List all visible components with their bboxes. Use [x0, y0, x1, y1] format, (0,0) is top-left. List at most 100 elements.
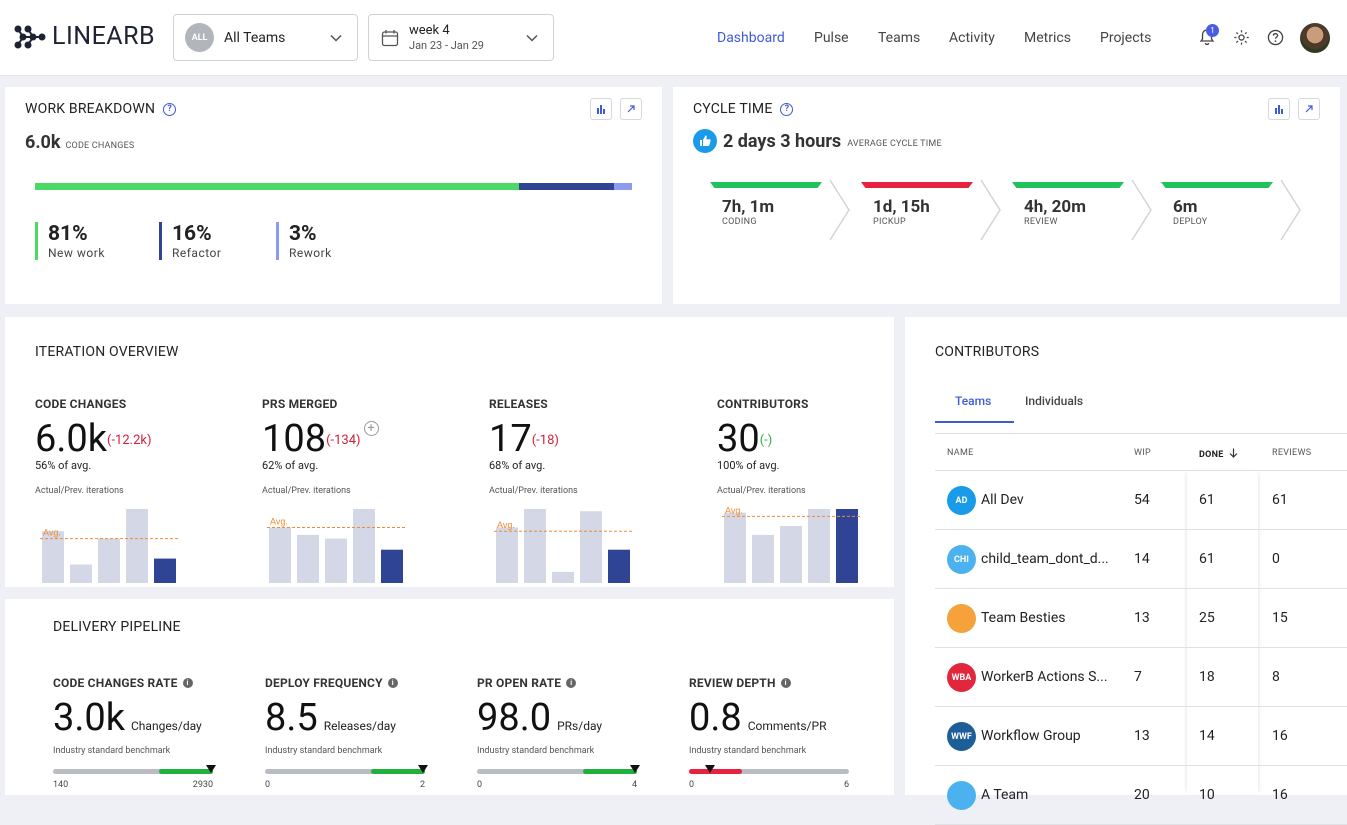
benchmark-marker-icon [704, 765, 715, 773]
iteration-bar[interactable] [524, 509, 546, 583]
team-name[interactable]: A Team [981, 787, 1029, 803]
benchmark-caption: Industry standard benchmark [477, 746, 595, 756]
iteration-mini-chart: Avg. [494, 509, 634, 584]
iteration-bar[interactable] [126, 509, 148, 583]
benchmark-bar [689, 765, 849, 774]
table-row[interactable]: WBA WorkerB Actions S... 7 18 8 [935, 648, 1347, 707]
col-header-done[interactable]: DONE [1199, 448, 1238, 460]
iteration-bar[interactable] [297, 534, 319, 583]
col-header-reviews[interactable]: REVIEWS [1272, 448, 1312, 458]
work-stat: 81% New work [35, 222, 105, 260]
info-icon[interactable]: i [387, 678, 398, 688]
reviews-value: 8 [1272, 669, 1280, 685]
iteration-bar[interactable] [836, 509, 858, 583]
expand-button[interactable] [620, 98, 642, 120]
team-name[interactable]: All Dev [981, 492, 1024, 508]
average-cycle-time: 2 days 3 hours [723, 130, 842, 152]
team-selector[interactable]: ALL All Teams [173, 14, 358, 61]
iteration-metric-caption: Actual/Prev. iterations [717, 486, 806, 496]
iteration-bar[interactable] [724, 512, 746, 583]
nav-pulse[interactable]: Pulse [814, 30, 849, 46]
iteration-bar[interactable] [608, 549, 630, 583]
cycle-stage[interactable]: 4h, 20m REVIEW [1012, 182, 1124, 227]
benchmark-max: 2930 [192, 780, 213, 790]
nav-activity[interactable]: Activity [949, 30, 995, 46]
iteration-bar[interactable] [752, 534, 774, 583]
stage-value: 4h, 20m [1024, 197, 1086, 217]
col-header-wip[interactable]: WIP [1134, 448, 1152, 458]
work-stat-percent: 81% [48, 222, 88, 246]
table-row[interactable]: AD All Dev 54 61 61 [935, 471, 1347, 530]
cycle-stage[interactable]: 6m DEPLOY [1161, 182, 1273, 227]
info-icon[interactable]: i [182, 678, 193, 688]
benchmark-good-zone [158, 769, 213, 774]
benchmark-bar [53, 765, 217, 774]
table-row[interactable]: CHI child_team_dont_d... 14 61 0 [935, 530, 1347, 589]
iteration-metric[interactable]: PRS MERGED 108 (-134) +62% of avg. Actual/Pr… [262, 397, 462, 496]
gear-icon[interactable] [1233, 29, 1250, 46]
pipeline-metric[interactable]: REVIEW DEPTH i 0.8 Comments/PR Industry stan… [689, 676, 869, 790]
team-name[interactable]: Workflow Group [981, 728, 1081, 744]
team-name[interactable]: WorkerB Actions S... [981, 669, 1108, 685]
iteration-bar[interactable] [269, 527, 291, 584]
iteration-bar[interactable] [808, 509, 830, 583]
cycle-stage[interactable]: 1d, 15h PICKUP [861, 182, 973, 227]
pipeline-metric[interactable]: PR OPEN RATE i 98.0 PRs/day Industry standar… [477, 676, 657, 790]
iteration-bar[interactable] [325, 538, 347, 583]
benchmark-min: 0 [477, 780, 483, 790]
wip-value: 20 [1134, 787, 1150, 803]
nav-metrics[interactable]: Metrics [1024, 30, 1071, 46]
table-row[interactable]: A Team 20 10 16 [935, 766, 1347, 825]
add-circle-icon[interactable]: + [363, 421, 379, 436]
iteration-bar[interactable] [580, 511, 602, 583]
table-row[interactable]: Team Besties 13 25 15 [935, 589, 1347, 648]
iteration-bar[interactable] [70, 564, 92, 584]
iteration-bar[interactable] [552, 571, 574, 583]
iteration-bar[interactable] [154, 558, 176, 583]
chart-view-button[interactable] [590, 98, 612, 120]
delivery-pipeline-card [5, 599, 894, 795]
cycle-stage[interactable]: 7h, 1m CODING [710, 182, 822, 227]
done-value: 18 [1199, 669, 1215, 685]
week-label: week 4 [409, 23, 450, 38]
info-icon[interactable]: i [780, 678, 791, 688]
nav-teams[interactable]: Teams [878, 30, 921, 46]
nav-projects[interactable]: Projects [1100, 30, 1152, 46]
iteration-bar[interactable] [353, 509, 375, 583]
tab-teams[interactable]: Teams [955, 394, 992, 408]
expand-button[interactable] [1298, 98, 1320, 120]
reviews-value: 61 [1272, 492, 1288, 508]
table-row[interactable]: WWF Workflow Group 13 14 16 [935, 707, 1347, 766]
iteration-metric-caption: Actual/Prev. iterations [35, 486, 124, 496]
help-icon[interactable] [1267, 29, 1284, 46]
help-icon[interactable]: ? [163, 102, 177, 116]
reviews-value: 16 [1272, 728, 1288, 744]
help-icon[interactable]: ? [780, 102, 794, 116]
user-avatar[interactable] [1300, 23, 1330, 53]
col-header-name[interactable]: NAME [947, 448, 974, 458]
iteration-bar[interactable] [42, 531, 64, 583]
nav-dashboard[interactable]: Dashboard [717, 30, 785, 46]
iteration-metric[interactable]: CODE CHANGES 6.0k (-12.2k) 56% of avg. Actua… [35, 397, 235, 496]
team-name[interactable]: Team Besties [981, 610, 1066, 626]
iteration-metric[interactable]: CONTRIBUTORS 30 (-) 100% of avg. Actual/Prev… [717, 397, 917, 496]
pipeline-metric-title: CODE CHANGES RATE [53, 676, 178, 690]
pipeline-metric-value-row: 98.0 PRs/day [477, 696, 657, 740]
wip-value: 13 [1134, 610, 1150, 626]
tab-individuals[interactable]: Individuals [1025, 394, 1084, 408]
team-name[interactable]: child_team_dont_d... [981, 551, 1109, 567]
iteration-bar[interactable] [98, 538, 120, 583]
info-icon[interactable]: i [566, 678, 577, 688]
pipeline-metric[interactable]: CODE CHANGES RATE i 3.0k Changes/day Industr… [53, 676, 233, 790]
iteration-bar[interactable] [496, 527, 518, 584]
iteration-bar[interactable] [381, 549, 403, 583]
week-selector[interactable]: week 4 Jan 23 - Jan 29 [368, 14, 554, 61]
logo[interactable]: LINEARB [14, 22, 155, 51]
chart-view-button[interactable] [1268, 98, 1290, 120]
iteration-metric-value-row: 30 (-) [717, 419, 917, 461]
team-avatar: AD [947, 486, 976, 515]
iteration-metric[interactable]: RELEASES 17 (-18) 68% of avg. Actual/Prev. i… [489, 397, 689, 496]
pipeline-metric[interactable]: DEPLOY FREQUENCY i 8.5 Releases/day Industry… [265, 676, 445, 790]
iteration-bar[interactable] [780, 526, 802, 583]
wip-value: 7 [1134, 669, 1142, 685]
